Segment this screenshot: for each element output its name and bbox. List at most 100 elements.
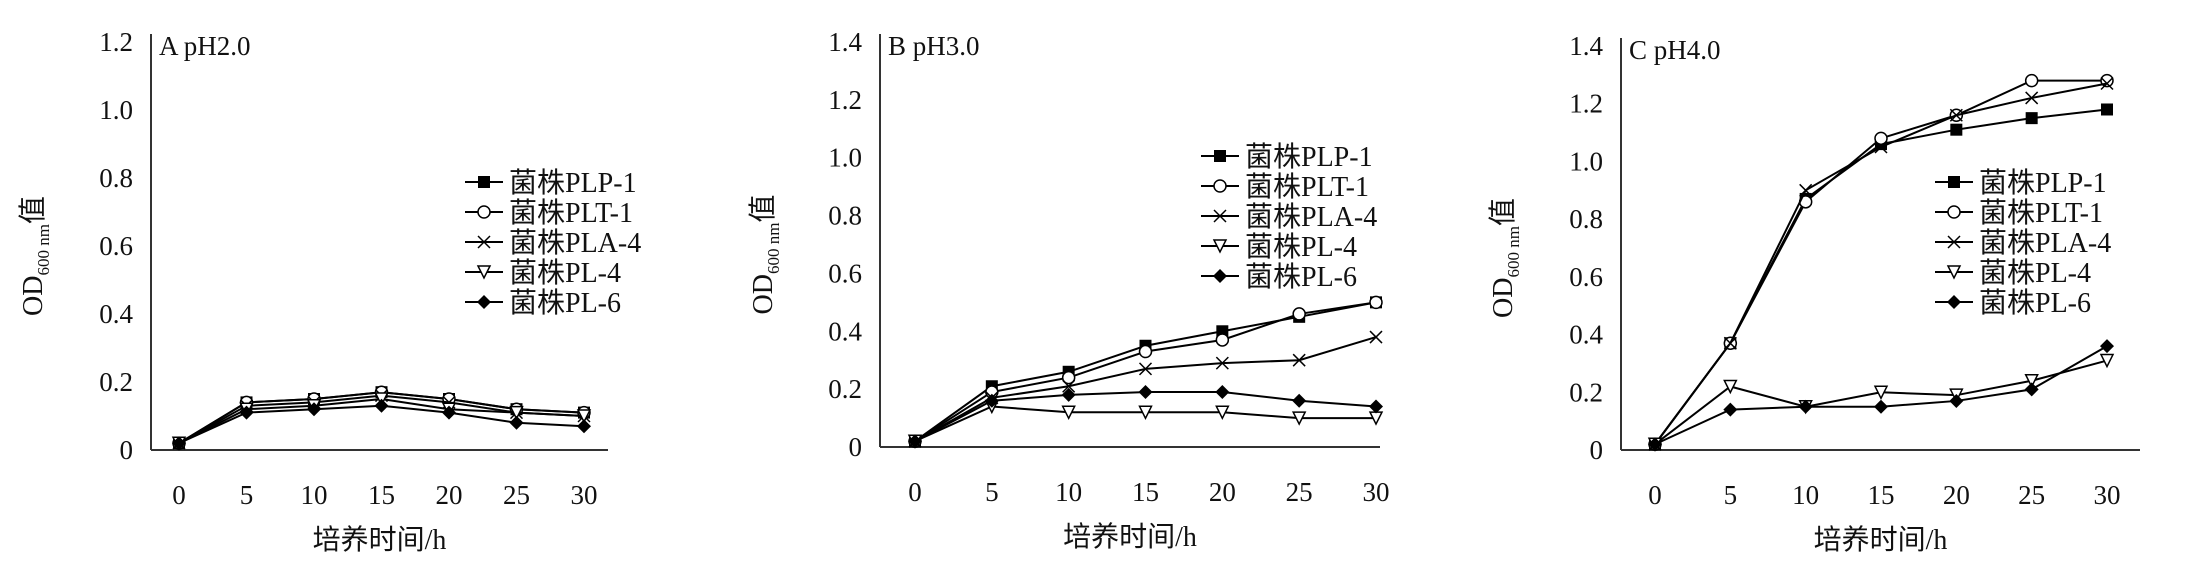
series-4 [908, 385, 1383, 449]
diamond-marker [1138, 385, 1153, 400]
diamond-marker [1949, 393, 1964, 408]
y-tick-label: 0.6 [828, 258, 862, 288]
legend-item: 菌株PLP-1 [1201, 141, 1373, 173]
y-label-suffix: 值 [1487, 198, 1519, 226]
circle-marker [477, 205, 491, 219]
x-stroke [1369, 330, 1383, 344]
x-tick-label: 25 [2018, 480, 2045, 510]
legend-label: 菌株PLT-1 [509, 197, 633, 229]
x-axis-label: 培养时间/h [1814, 524, 1948, 556]
x-tick-label: 5 [1724, 480, 1738, 510]
circle-marker [1947, 205, 1961, 219]
diamond-marker [984, 393, 999, 408]
triangle-marker [1946, 265, 1962, 280]
legend-label: 菌株PLT-1 [1245, 171, 1369, 203]
y-label-sub: 600 nm [764, 223, 783, 274]
x-stroke [1799, 183, 1813, 197]
circle-marker [1874, 131, 1888, 146]
diamond-marker [509, 415, 524, 430]
y-tick-label: 1.0 [1569, 146, 1603, 176]
x-tick-label: 0 [172, 480, 186, 510]
x-tick-label: 15 [368, 480, 395, 510]
y-label-main: OD [18, 276, 49, 316]
diamond-marker [1874, 399, 1888, 414]
x-marker [1799, 183, 1813, 197]
x-stroke [1723, 336, 1737, 350]
x-marker [1292, 353, 1306, 367]
legend-label: 菌株PLA-4 [509, 227, 641, 259]
x-axis-label: 培养时间/h [1063, 521, 1197, 553]
y-label-sub: 600 nm [1504, 226, 1523, 277]
triangle-marker [1212, 239, 1228, 254]
diamond-marker [1947, 295, 1961, 309]
series-line [914, 301, 1377, 443]
circle-marker [1213, 179, 1227, 193]
y-tick-label: 1.2 [99, 27, 133, 57]
x-stroke [477, 235, 491, 249]
diamond-marker [908, 434, 922, 449]
y-tick-label: 0 [1590, 435, 1604, 465]
circle-marker [1215, 333, 1230, 347]
diamond-marker [442, 405, 456, 420]
x-marker [1062, 379, 1076, 393]
legend-item: 菌株PLP-1 [465, 167, 637, 199]
y-tick-label: 0.6 [99, 231, 133, 261]
legend-label: 菌株PL-4 [1979, 257, 2091, 289]
x-tick-label: 30 [571, 480, 598, 510]
diamond-marker [1798, 399, 1813, 414]
diamond-marker [1215, 385, 1230, 400]
legend-item: 菌株PLT-1 [1935, 197, 2103, 229]
circle-marker [2024, 73, 2039, 88]
panel-title: A pH2.0 [159, 31, 251, 61]
y-axis-label: OD600 nm值 [17, 196, 53, 316]
chart-1: 0 0.2 0.4 0.6 0.8 1.0 1.2 1.4 0 5 10 15 20 25 30 B pH3.… [747, 27, 1390, 553]
diamond-marker [239, 405, 254, 420]
x-marker [2025, 91, 2039, 105]
panel-title: B pH3.0 [888, 31, 980, 61]
x-stroke [1947, 235, 1961, 249]
x-stroke [2100, 76, 2114, 91]
legend-label: 菌株PL-4 [1245, 231, 1357, 263]
legend-item: 菌株PL-6 [1935, 287, 2091, 319]
y-label-main: OD [748, 274, 779, 314]
series-2 [1648, 76, 2114, 451]
square-marker [2025, 112, 2038, 125]
x-tick-label: 15 [1132, 477, 1159, 507]
x-tick-label: 30 [2094, 480, 2121, 510]
x-tick-label: 0 [908, 477, 922, 507]
diamond-marker [1061, 387, 1076, 402]
legend-item: 菌株PL-4 [1201, 231, 1357, 263]
legend-item: 菌株PLA-4 [465, 227, 641, 259]
x-stroke [1874, 140, 1888, 154]
square-marker [2101, 103, 2113, 116]
legend-label: 菌株PL-6 [509, 287, 621, 319]
x-tick-label: 20 [1209, 477, 1236, 507]
diamond-marker [2100, 339, 2114, 354]
series-0 [909, 296, 1382, 448]
legend-item: 菌株PL-6 [465, 287, 621, 319]
diamond-marker [1213, 269, 1227, 283]
x-marker [1369, 330, 1383, 344]
y-label-sub: 600 nm [34, 224, 53, 275]
legend-label: 菌株PLT-1 [1979, 197, 2103, 229]
y-tick-label: 0 [849, 432, 863, 462]
panel-title: C pH4.0 [1629, 35, 1721, 65]
y-tick-label: 1.2 [1569, 89, 1603, 119]
x-tick-label: 20 [1943, 480, 1970, 510]
x-tick-label: 25 [1286, 477, 1313, 507]
y-tick-label: 1.2 [828, 85, 862, 115]
x-tick-label: 15 [1868, 480, 1895, 510]
series-4 [1648, 339, 2114, 452]
triangle-marker [1723, 379, 1738, 395]
triangle-marker [2024, 373, 2039, 389]
y-label-suffix: 值 [17, 196, 49, 224]
triangle-marker [509, 405, 524, 421]
y-axis-label: OD600 nm值 [747, 195, 783, 315]
x-tick-label: 0 [1648, 480, 1662, 510]
legend-item: 菌株PL-4 [465, 257, 621, 289]
x-stroke [1292, 353, 1306, 367]
y-tick-label: 0.8 [828, 201, 862, 231]
y-tick-label: 0.4 [99, 299, 133, 329]
x-stroke [2025, 91, 2039, 105]
x-marker [1947, 235, 1961, 249]
